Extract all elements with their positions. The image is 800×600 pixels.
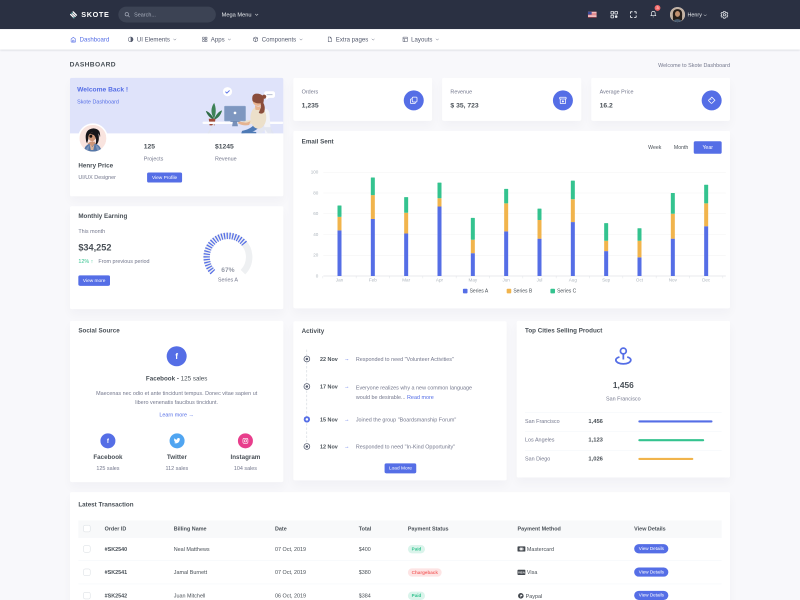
- svg-text:100: 100: [311, 170, 319, 175]
- svg-text:Nov: Nov: [669, 278, 678, 283]
- svg-text:Sep: Sep: [602, 278, 611, 283]
- svg-text:Jan: Jan: [336, 278, 344, 283]
- svg-text:Series B: Series B: [513, 289, 533, 295]
- svg-text:40: 40: [313, 232, 319, 237]
- svg-text:Mar: Mar: [402, 278, 410, 283]
- svg-text:Jul: Jul: [537, 278, 543, 283]
- svg-text:Series C: Series C: [557, 289, 577, 295]
- svg-text:VISA: VISA: [518, 571, 525, 575]
- svg-text:Aug: Aug: [569, 278, 578, 283]
- svg-text:0: 0: [316, 273, 319, 278]
- svg-text:May: May: [469, 278, 478, 283]
- svg-text:Series A: Series A: [218, 278, 239, 284]
- svg-text:Feb: Feb: [369, 278, 377, 283]
- svg-text:Apr: Apr: [436, 278, 444, 283]
- svg-text:Jun: Jun: [502, 278, 510, 283]
- svg-text:60: 60: [313, 211, 319, 216]
- svg-text:Dec: Dec: [702, 278, 711, 283]
- svg-text:67%: 67%: [221, 267, 234, 274]
- svg-text:Series A: Series A: [470, 289, 489, 295]
- svg-text:Oct: Oct: [636, 278, 644, 283]
- svg-text:20: 20: [313, 253, 319, 258]
- svg-text:80: 80: [313, 190, 319, 195]
